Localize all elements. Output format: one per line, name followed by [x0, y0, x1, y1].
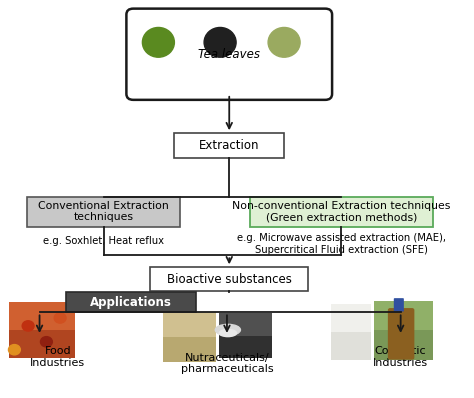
- Ellipse shape: [142, 27, 174, 57]
- Text: Non-conventional Extraction techniques
(Green extraction methods): Non-conventional Extraction techniques (…: [232, 201, 450, 222]
- FancyBboxPatch shape: [388, 308, 414, 360]
- FancyBboxPatch shape: [163, 312, 216, 362]
- Text: Food
Industries: Food Industries: [30, 346, 85, 368]
- FancyBboxPatch shape: [219, 313, 272, 359]
- Text: Applications: Applications: [90, 296, 172, 308]
- FancyBboxPatch shape: [27, 197, 180, 226]
- FancyBboxPatch shape: [66, 292, 196, 312]
- FancyBboxPatch shape: [163, 312, 216, 337]
- FancyBboxPatch shape: [374, 301, 433, 330]
- FancyBboxPatch shape: [9, 302, 75, 359]
- Text: Nutraceuticals/
pharmaceuticals: Nutraceuticals/ pharmaceuticals: [181, 353, 273, 374]
- FancyBboxPatch shape: [219, 313, 272, 336]
- FancyBboxPatch shape: [127, 9, 332, 100]
- FancyBboxPatch shape: [9, 302, 75, 330]
- FancyBboxPatch shape: [150, 267, 308, 291]
- FancyBboxPatch shape: [331, 304, 371, 332]
- Circle shape: [22, 321, 34, 331]
- Text: e.g. Microwave assisted extraction (MAE),
Supercritical Fluid extraction (SFE): e.g. Microwave assisted extraction (MAE)…: [237, 233, 446, 255]
- Text: e.g. Soxhlet, Heat reflux: e.g. Soxhlet, Heat reflux: [43, 236, 164, 246]
- Ellipse shape: [219, 330, 237, 337]
- Text: Conventional Extraction
techniques: Conventional Extraction techniques: [38, 201, 169, 222]
- Text: Extraction: Extraction: [199, 139, 259, 152]
- FancyBboxPatch shape: [174, 133, 284, 158]
- FancyBboxPatch shape: [374, 301, 433, 360]
- Circle shape: [40, 337, 52, 347]
- FancyBboxPatch shape: [394, 298, 404, 312]
- Text: Tea leaves: Tea leaves: [198, 48, 260, 61]
- FancyBboxPatch shape: [250, 197, 433, 226]
- Text: Cosmetic
Industries: Cosmetic Industries: [373, 346, 428, 368]
- Circle shape: [54, 313, 66, 323]
- FancyBboxPatch shape: [331, 304, 371, 360]
- Ellipse shape: [204, 27, 236, 57]
- Ellipse shape: [268, 27, 300, 57]
- Text: Bioactive substances: Bioactive substances: [167, 273, 292, 286]
- Ellipse shape: [215, 324, 240, 336]
- Circle shape: [9, 345, 20, 355]
